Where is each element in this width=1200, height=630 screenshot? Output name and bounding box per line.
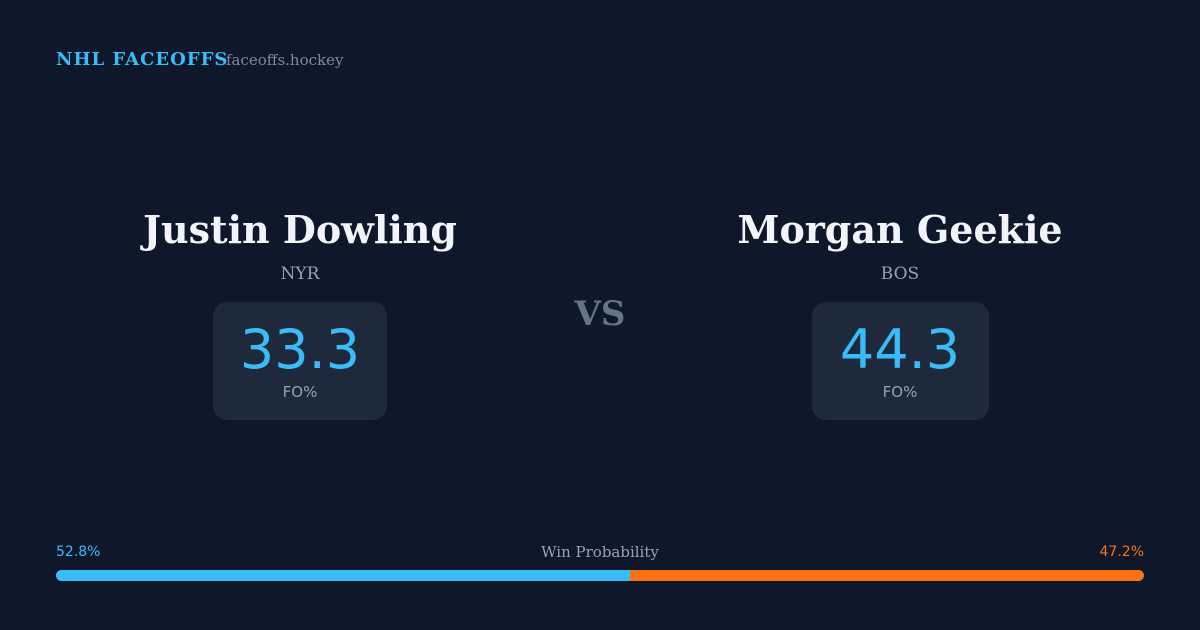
win-probability-label: Win Probability (541, 543, 659, 561)
fo-label: FO% (882, 383, 918, 401)
stat-box (812, 302, 989, 420)
player-name: Morgan Geekie (737, 207, 1063, 252)
fo-pct: 44.3 (839, 318, 961, 381)
brand-title: NHL FACEOFFS (56, 49, 229, 70)
right-probability: 47.2% (1099, 544, 1144, 560)
right-segment (630, 570, 1144, 581)
stat-box (213, 302, 387, 420)
fo-pct: 33.3 (239, 318, 361, 381)
vs: VS (574, 294, 626, 334)
left-probability: 52.8% (56, 544, 101, 560)
site-name: faceoffs.hockey (226, 51, 344, 69)
player-name: Justin Dowling (143, 207, 457, 252)
probability-bar (56, 570, 1144, 581)
team: NYR (280, 264, 320, 284)
left-segment (56, 570, 631, 581)
fo-label: FO% (282, 383, 318, 401)
team: BOS (880, 264, 920, 284)
